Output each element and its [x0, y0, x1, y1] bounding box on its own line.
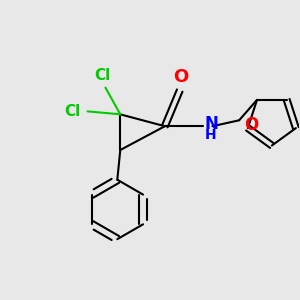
Text: O: O — [244, 116, 258, 134]
Text: N: N — [205, 115, 219, 133]
Text: H: H — [205, 128, 217, 142]
Text: Cl: Cl — [94, 68, 111, 83]
Text: O: O — [174, 68, 189, 86]
Text: Cl: Cl — [64, 104, 80, 119]
